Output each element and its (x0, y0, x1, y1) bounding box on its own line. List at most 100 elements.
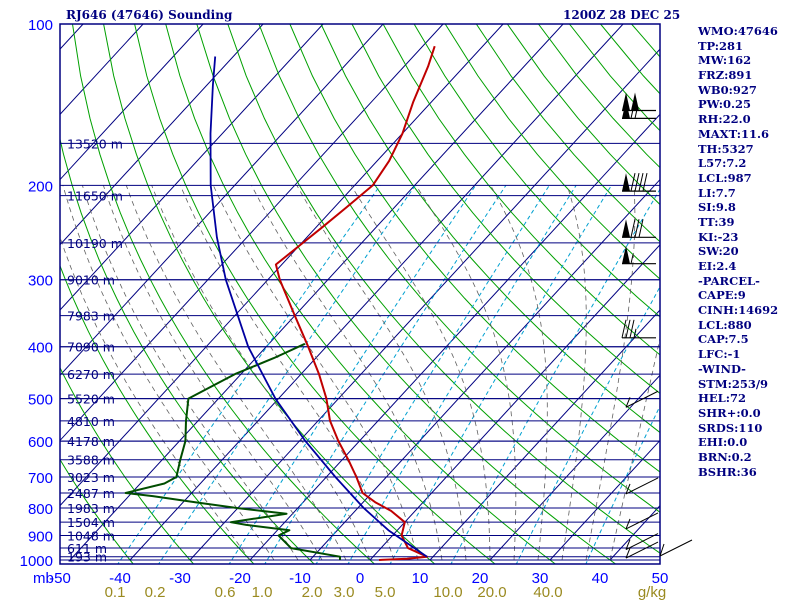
temperature-tick-label: -20 (229, 570, 251, 587)
stat-line: TT:39 (698, 214, 735, 229)
temperature-tick-label: -10 (289, 570, 311, 587)
wind-barbs (621, 92, 693, 559)
stat-line: HEL:72 (698, 391, 746, 406)
moist-adiabat-line (251, 185, 443, 561)
stat-line: EI:2.4 (698, 259, 737, 273)
surface-wind-barb (659, 539, 693, 557)
isotherm-line (489, 374, 660, 561)
barb-staff (625, 477, 659, 495)
mixing-ratio-label: 1.0 (252, 584, 273, 600)
mixing-ratio-label: 20.0 (477, 584, 506, 600)
barb-full-flag (638, 219, 644, 238)
isotherm-line (129, 24, 624, 561)
barb-full-flag (642, 172, 648, 192)
temperature-tick-label: 30 (532, 570, 549, 587)
height-label: 1504 m (67, 515, 115, 530)
isobars (60, 23, 660, 561)
height-label: 13520 m (67, 136, 123, 151)
background-grid (60, 24, 660, 564)
barb-staff (625, 512, 659, 530)
stats-panel: WMO:47646 TP:281 MW:162 FRZ:891 WB0:927 PW:0.… (698, 24, 798, 479)
dry-adiabat-line (258, 24, 660, 513)
barb-full-flag (630, 172, 636, 192)
wind-barb (622, 219, 656, 238)
height-label: 1048 m (67, 528, 115, 543)
barb-half-flag (625, 539, 631, 550)
barb-half-flag (633, 328, 637, 338)
pressure-tick-label: 600 (28, 434, 53, 451)
mixing-ratio-label: 40.0 (533, 584, 562, 600)
mixing-ratio-line (228, 185, 477, 564)
barb-half-flag (630, 254, 634, 264)
stat-line: TH:5327 (698, 141, 754, 156)
mixing-ratio-label: 10.0 (433, 584, 462, 600)
mixing-ratio-line (315, 185, 550, 564)
isotherm-line (309, 178, 660, 561)
wind-barb (621, 319, 656, 339)
stat-line: -PARCEL- (698, 273, 760, 288)
temperature-tick-label: 20 (472, 570, 489, 587)
barb-staff (625, 533, 659, 551)
barb-half-flag (625, 397, 631, 408)
stat-line: KI:-23 (698, 229, 739, 244)
temperature-tick-label: -50 (49, 570, 71, 587)
mixing-ratio-line (264, 185, 507, 564)
height-label: 4810 m (67, 414, 115, 429)
height-label: 2487 m (67, 486, 115, 501)
plot-frame (59, 23, 661, 565)
mixing-ratio-line (515, 285, 660, 564)
profile-series (124, 45, 436, 561)
sounding-time: 1200Z 28 DEC 25 (563, 8, 681, 22)
moist-adiabat-line (296, 185, 467, 561)
pressure-tick-label: 200 (28, 178, 53, 195)
mixing-ratio-label: g/kg (638, 584, 666, 600)
height-label: 4178 m (67, 434, 115, 449)
barb-full-flag (634, 172, 640, 192)
barb-pennant (622, 219, 630, 238)
temperature-tick-label: -40 (109, 570, 131, 587)
moist-adiabat-line (561, 185, 587, 561)
moist-adiabat-line (585, 185, 636, 561)
height-label: 5520 m (67, 392, 115, 407)
stat-line: FRZ:891 (698, 68, 753, 83)
stat-line: WB0:927 (698, 82, 757, 97)
height-label: 9010 m (67, 273, 115, 288)
barb-pennant (622, 245, 630, 264)
stat-line: PW:0.25 (698, 97, 752, 112)
isotherm-line (60, 24, 264, 246)
dry-adiabat-line (413, 24, 660, 318)
stat-line: SI:9.8 (698, 200, 736, 215)
mixing-ratio-label: 2.0 (302, 584, 323, 600)
mixing-ratio-line (389, 185, 612, 564)
dry-adiabat-line (103, 24, 436, 564)
height-label: 11650 m (67, 189, 123, 204)
pressure-tick-label: 700 (28, 470, 53, 487)
barb-half-flag (625, 483, 631, 495)
pressure-tick-label: 100 (28, 17, 53, 34)
wind-barb (625, 390, 659, 408)
dry-adiabat-line (165, 24, 557, 564)
dry-adiabat-line (60, 264, 255, 564)
isotherm-line (60, 24, 144, 116)
mixing-ratio-line (347, 185, 577, 564)
stat-line: LFC:-1 (698, 347, 741, 362)
barb-full-flag (638, 172, 644, 192)
height-label: 193 m (67, 550, 107, 565)
mixing-ratio-label: 0.1 (105, 584, 126, 600)
stat-line: MAXT:11.6 (698, 126, 769, 141)
wind-barb (622, 172, 656, 192)
stat-line: EHI:0.0 (698, 435, 748, 450)
height-label: 7983 m (67, 309, 115, 324)
barb-pennant (622, 100, 630, 119)
height-label: 7090 m (67, 340, 115, 355)
pressure-tick-label: 900 (28, 528, 53, 545)
mixing-ratio-line (450, 188, 660, 564)
stat-line: TP:281 (698, 38, 744, 53)
wind-barb (625, 541, 659, 559)
barb-full-flag (629, 319, 635, 338)
stat-line: BSHR:36 (698, 464, 757, 479)
wind-barb (625, 512, 659, 530)
dry-adiabat-line (320, 24, 660, 434)
